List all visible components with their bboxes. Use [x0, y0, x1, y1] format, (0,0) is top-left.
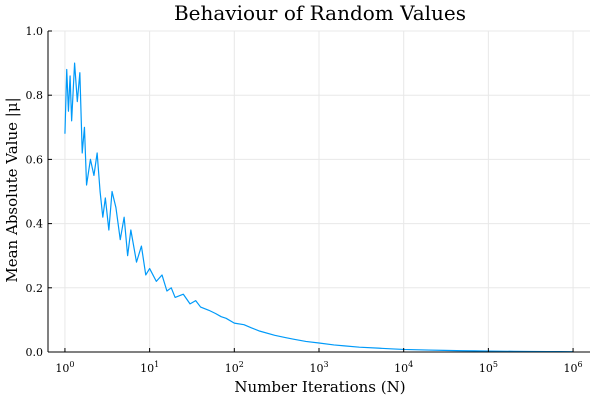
y-tick-label: 1.0	[26, 25, 44, 38]
x-tick-label: 101	[140, 360, 159, 375]
x-tick-label: 103	[309, 360, 328, 375]
y-tick-label: 0.8	[26, 89, 44, 102]
y-tick-label: 0.2	[26, 282, 44, 295]
series-group	[64, 62, 574, 353]
chart-title: Behaviour of Random Values	[174, 1, 466, 25]
x-tick-label: 100	[55, 360, 74, 375]
grid	[48, 30, 590, 353]
x-axis-label: Number Iterations (N)	[234, 378, 405, 396]
x-tick-label: 102	[225, 360, 244, 375]
y-tick-label: 0.4	[26, 218, 44, 231]
y-tick-label: 0.6	[26, 153, 44, 166]
x-tick-label: 106	[564, 360, 583, 375]
x-tick-label: 105	[479, 360, 498, 375]
y-tick-label: 0.0	[26, 346, 44, 359]
ticks: 100 101 102 103 104 105 106 0.0 0.2 0.4 0.6 0.8 1.0	[26, 25, 583, 375]
y-axis-label: Mean Absolute Value |μ|	[3, 97, 21, 282]
x-tick-label: 104	[394, 360, 413, 375]
series-line	[64, 62, 574, 353]
